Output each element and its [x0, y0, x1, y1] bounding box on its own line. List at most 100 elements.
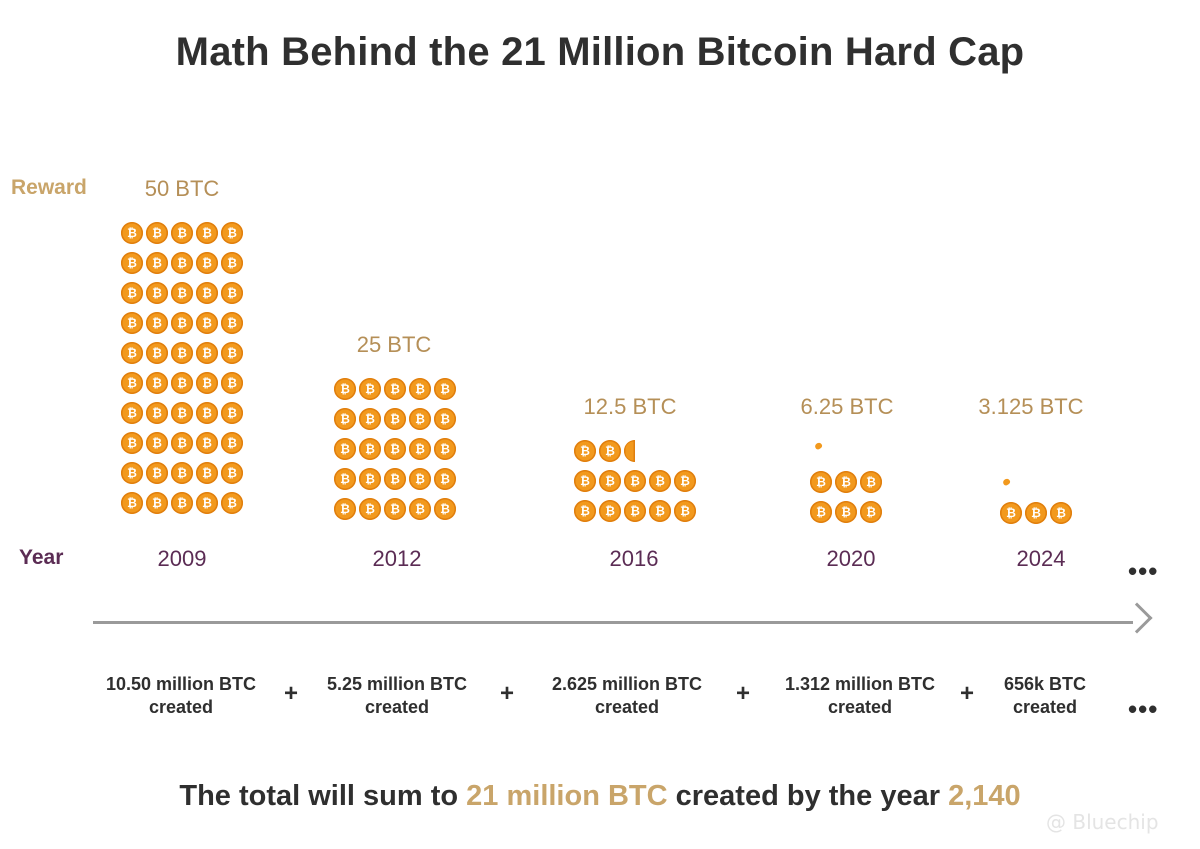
coin-fraction-2020	[813, 441, 824, 451]
page-title: Math Behind the 21 Million Bitcoin Hard …	[175, 30, 1025, 74]
created-2024: 656k BTC created	[945, 673, 1145, 719]
bitcoin-icon: ₿	[409, 498, 431, 520]
bitcoin-icon: ₿	[860, 471, 882, 493]
bitcoin-icon: ₿	[171, 342, 193, 364]
bitcoin-icon: ₿	[599, 500, 621, 522]
bitcoin-icon: ₿	[1000, 502, 1022, 524]
year-2009: 2009	[157, 546, 207, 571]
bitcoin-icon: ₿	[221, 372, 243, 394]
created-2009-amount: 10.50 million BTC	[105, 674, 257, 694]
bitcoin-icon: ₿	[196, 342, 218, 364]
created-2009-label: created	[148, 697, 214, 717]
summary-prefix: The total will sum to	[179, 780, 467, 812]
bitcoin-icon: ₿	[434, 378, 456, 400]
bitcoin-icon: ₿	[359, 408, 381, 430]
plus-sign: +	[284, 680, 299, 707]
bitcoin-icon: ₿	[359, 468, 381, 490]
watermark: @ Bluechip	[1046, 810, 1159, 834]
bitcoin-icon: ₿	[121, 432, 143, 454]
bitcoin-icon: ₿	[434, 408, 456, 430]
bitcoin-icon: ₿	[221, 312, 243, 334]
bitcoin-icon: ₿	[221, 432, 243, 454]
bitcoin-icon: ₿	[196, 222, 218, 244]
bitcoin-icon: ₿	[196, 492, 218, 514]
coin-placeholder	[674, 440, 696, 462]
created-2016: 2.625 million BTC created	[527, 673, 727, 719]
year-row-label: Year	[19, 546, 64, 569]
year-ellipsis: •••	[1128, 556, 1159, 586]
bitcoin-icon: ₿	[384, 408, 406, 430]
bitcoin-icon: ₿	[359, 438, 381, 460]
bitcoin-icon: ₿	[221, 492, 243, 514]
created-2024-amount: 656k BTC	[1003, 674, 1087, 694]
reward-2009: 50 BTC	[144, 176, 220, 201]
bitcoin-icon: ₿	[624, 500, 646, 522]
bitcoin-icon: ₿	[171, 372, 193, 394]
bitcoin-icon: ₿	[146, 222, 168, 244]
year-2020: 2020	[826, 546, 876, 571]
bitcoin-icon: ₿	[196, 402, 218, 424]
bitcoin-icon: ₿	[334, 438, 356, 460]
reward-2020: 6.25 BTC	[800, 394, 894, 419]
coin-stack-2020: ₿ ₿ ₿ ₿ ₿ ₿	[810, 471, 882, 523]
bitcoin-icon: ₿	[121, 282, 143, 304]
bitcoin-icon: ₿	[674, 500, 696, 522]
bitcoin-icon: ₿	[359, 498, 381, 520]
bitcoin-icon: ₿	[196, 312, 218, 334]
summary-text: The total will sum to 21 million BTC cre…	[0, 780, 1200, 813]
bitcoin-icon: ₿	[409, 408, 431, 430]
coin-stack-2016: ₿ ₿ ₿ ₿ ₿ ₿ ₿ ₿ ₿ ₿ ₿ ₿	[574, 440, 696, 522]
bitcoin-icon: ₿	[221, 342, 243, 364]
bitcoin-icon: ₿	[221, 252, 243, 274]
bitcoin-icon: ₿	[171, 282, 193, 304]
bitcoin-icon: ₿	[146, 432, 168, 454]
bitcoin-icon: ₿	[171, 462, 193, 484]
bitcoin-icon: ₿	[121, 492, 143, 514]
bitcoin-icon: ₿	[196, 282, 218, 304]
bitcoin-icon: ₿	[196, 372, 218, 394]
bitcoin-icon: ₿	[1025, 502, 1047, 524]
bitcoin-icon: ₿	[434, 438, 456, 460]
bitcoin-icon: ₿	[171, 252, 193, 274]
created-2024-label: created	[1012, 697, 1078, 717]
year-2012: 2012	[372, 546, 422, 571]
summary-middle: created by the year	[667, 780, 949, 812]
bitcoin-icon: ₿	[409, 378, 431, 400]
reward-2024: 3.125 BTC	[978, 394, 1084, 419]
year-2024: 2024	[1016, 546, 1066, 571]
bitcoin-icon: ₿	[599, 470, 621, 492]
bitcoin-icon: ₿	[146, 282, 168, 304]
bitcoin-icon: ₿	[409, 468, 431, 490]
bitcoin-icon: ₿	[196, 432, 218, 454]
year-2016: 2016	[609, 546, 659, 571]
bitcoin-icon: ₿	[384, 468, 406, 490]
timeline-arrowhead	[1121, 602, 1153, 634]
bitcoin-icon: ₿	[146, 402, 168, 424]
bitcoin-icon: ₿	[574, 440, 596, 462]
bitcoin-icon: ₿	[334, 408, 356, 430]
bitcoin-icon: ₿	[121, 372, 143, 394]
bitcoin-icon: ₿	[146, 462, 168, 484]
bitcoin-icon: ₿	[334, 468, 356, 490]
summary-amount: 21 million BTC	[466, 780, 668, 812]
bitcoin-icon: ₿	[221, 222, 243, 244]
bitcoin-icon: ₿	[221, 282, 243, 304]
coin-stack-2024: ₿ ₿ ₿	[1000, 502, 1072, 524]
bitcoin-icon: ₿	[196, 252, 218, 274]
coin-placeholder	[649, 440, 671, 462]
created-ellipsis: •••	[1128, 694, 1159, 724]
bitcoin-icon: ₿	[171, 402, 193, 424]
plus-sign: +	[736, 680, 751, 707]
bitcoin-icon: ₿	[810, 501, 832, 523]
bitcoin-icon: ₿	[121, 402, 143, 424]
bitcoin-icon: ₿	[434, 468, 456, 490]
timeline-arrow	[93, 621, 1133, 624]
bitcoin-icon: ₿	[146, 342, 168, 364]
bitcoin-icon: ₿	[1050, 502, 1072, 524]
bitcoin-icon: ₿	[171, 492, 193, 514]
half-bitcoin-icon	[624, 440, 635, 462]
coin-fraction-2024	[1001, 477, 1012, 487]
created-2020-amount: 1.312 million BTC	[784, 674, 936, 694]
created-2012-amount: 5.25 million BTC	[326, 674, 468, 694]
bitcoin-icon: ₿	[146, 312, 168, 334]
